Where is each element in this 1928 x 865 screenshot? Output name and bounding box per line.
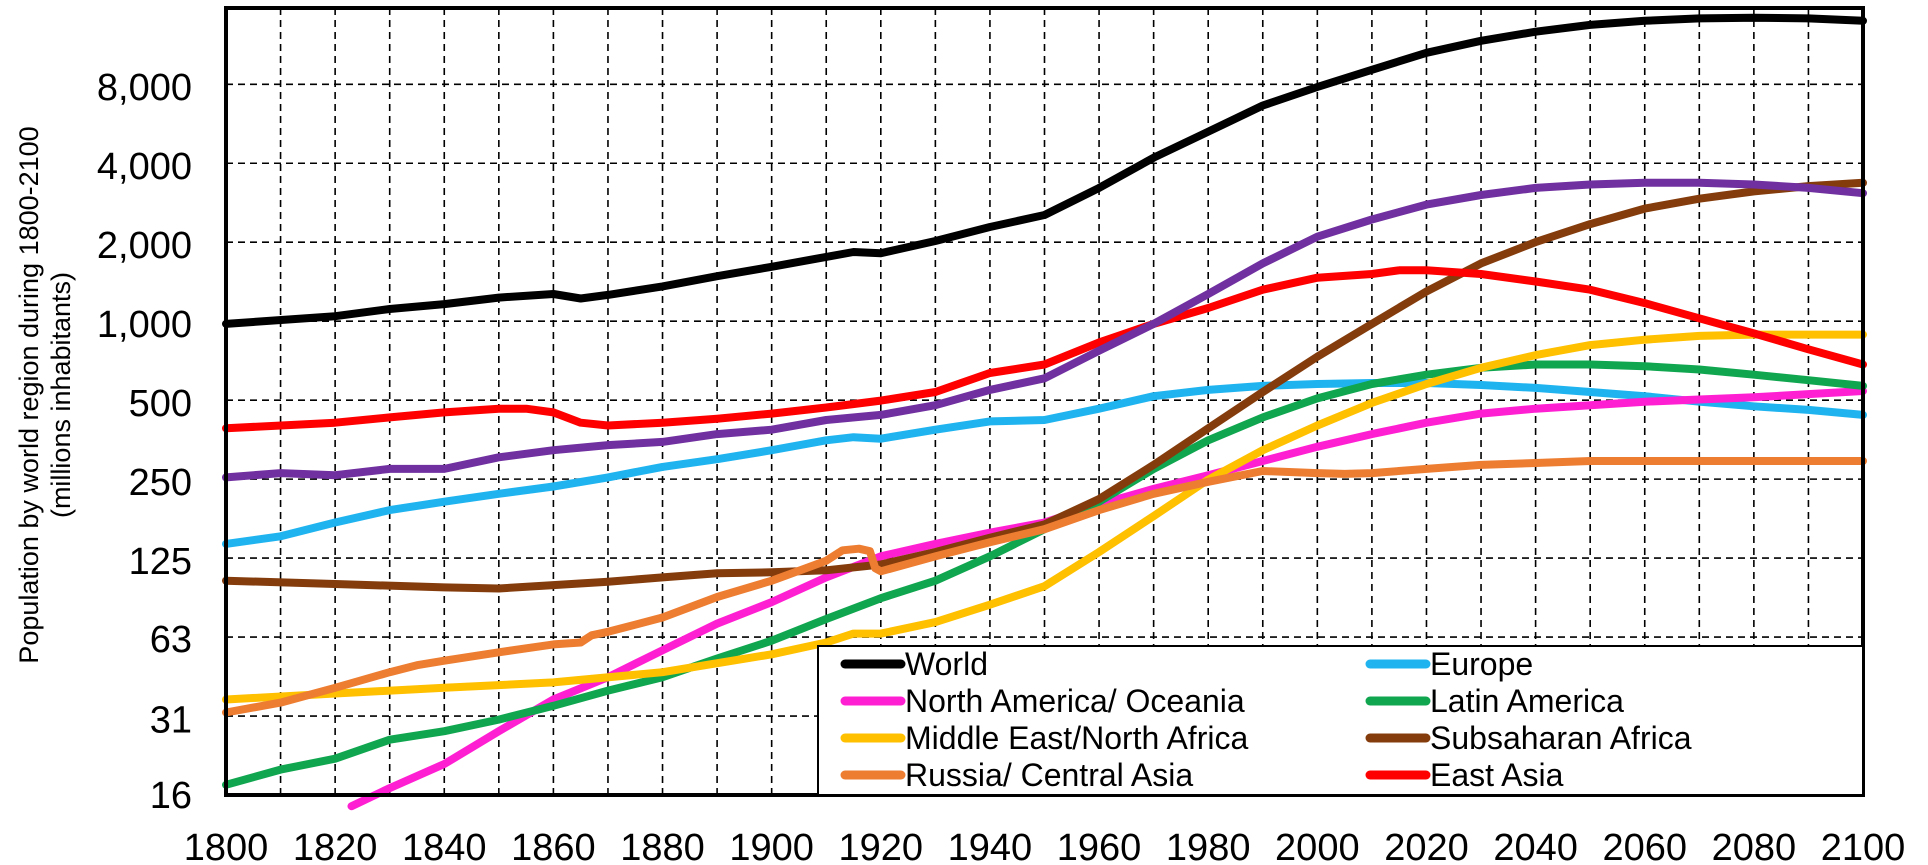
y-axis-title-line-1: Population by world region during 1800-2…: [14, 126, 44, 663]
x-tick-label: 1820: [293, 827, 378, 865]
series-line: [222, 379, 1867, 548]
x-tick-label: 2060: [1602, 827, 1687, 865]
y-tick-label: 4,000: [97, 146, 192, 188]
x-tick-label: 2100: [1821, 827, 1906, 865]
legend-box: [817, 645, 1864, 796]
y-axis-title-line-2: (millions inhabitants): [46, 272, 76, 518]
legend-label: Russia/ Central Asia: [905, 757, 1193, 793]
x-tick-label: 1880: [620, 827, 705, 865]
y-tick-label: 8,000: [97, 67, 192, 109]
legend-label: Europe: [1430, 646, 1533, 682]
y-tick-label: 16: [150, 775, 192, 817]
x-tick-label: 1960: [1057, 827, 1142, 865]
y-axis-ticks: 16 31 63 125 250 500 1,000 2,000 4,000 8,000: [97, 67, 192, 817]
y-tick-label: 63: [150, 619, 192, 661]
x-tick-label: 1920: [839, 827, 924, 865]
x-tick-label: 2020: [1384, 827, 1469, 865]
legend-label: Subsaharan Africa: [1430, 720, 1692, 756]
series-line: [222, 178, 1867, 482]
x-tick-label: 1900: [729, 827, 814, 865]
series-line: [222, 457, 1867, 717]
series-line: [222, 330, 1867, 704]
x-tick-label: 2040: [1493, 827, 1578, 865]
x-tick-label: 1840: [402, 827, 487, 865]
legend-label: Latin America: [1430, 683, 1624, 719]
x-tick-label: 2080: [1712, 827, 1797, 865]
series-line: [222, 178, 1867, 593]
x-tick-label: 2000: [1275, 827, 1360, 865]
legend-label: North America/ Oceania: [905, 683, 1245, 719]
series-layer: [222, 13, 1867, 811]
x-axis-ticks: 1800 1820 1840 1860 1880 1900 1920 1940 1960 1980…: [184, 827, 1906, 865]
legend-label: Middle East/North Africa: [905, 720, 1248, 756]
series-line: [222, 266, 1867, 433]
y-tick-label: 250: [129, 462, 192, 504]
x-tick-label: 1860: [511, 827, 596, 865]
y-tick-label: 500: [129, 383, 192, 425]
x-tick-label: 1800: [184, 827, 269, 865]
legend-label: World: [905, 646, 988, 682]
y-tick-label: 2,000: [97, 225, 192, 267]
legend-label: East Asia: [1430, 757, 1564, 793]
y-tick-label: 125: [129, 541, 192, 583]
y-tick-label: 31: [150, 700, 192, 742]
legend: World Europe North America/ Oceania Latin A…: [817, 645, 1864, 796]
y-tick-label: 1,000: [97, 304, 192, 346]
series-line: [222, 13, 1867, 328]
x-tick-label: 1980: [1166, 827, 1251, 865]
x-tick-label: 1940: [948, 827, 1033, 865]
